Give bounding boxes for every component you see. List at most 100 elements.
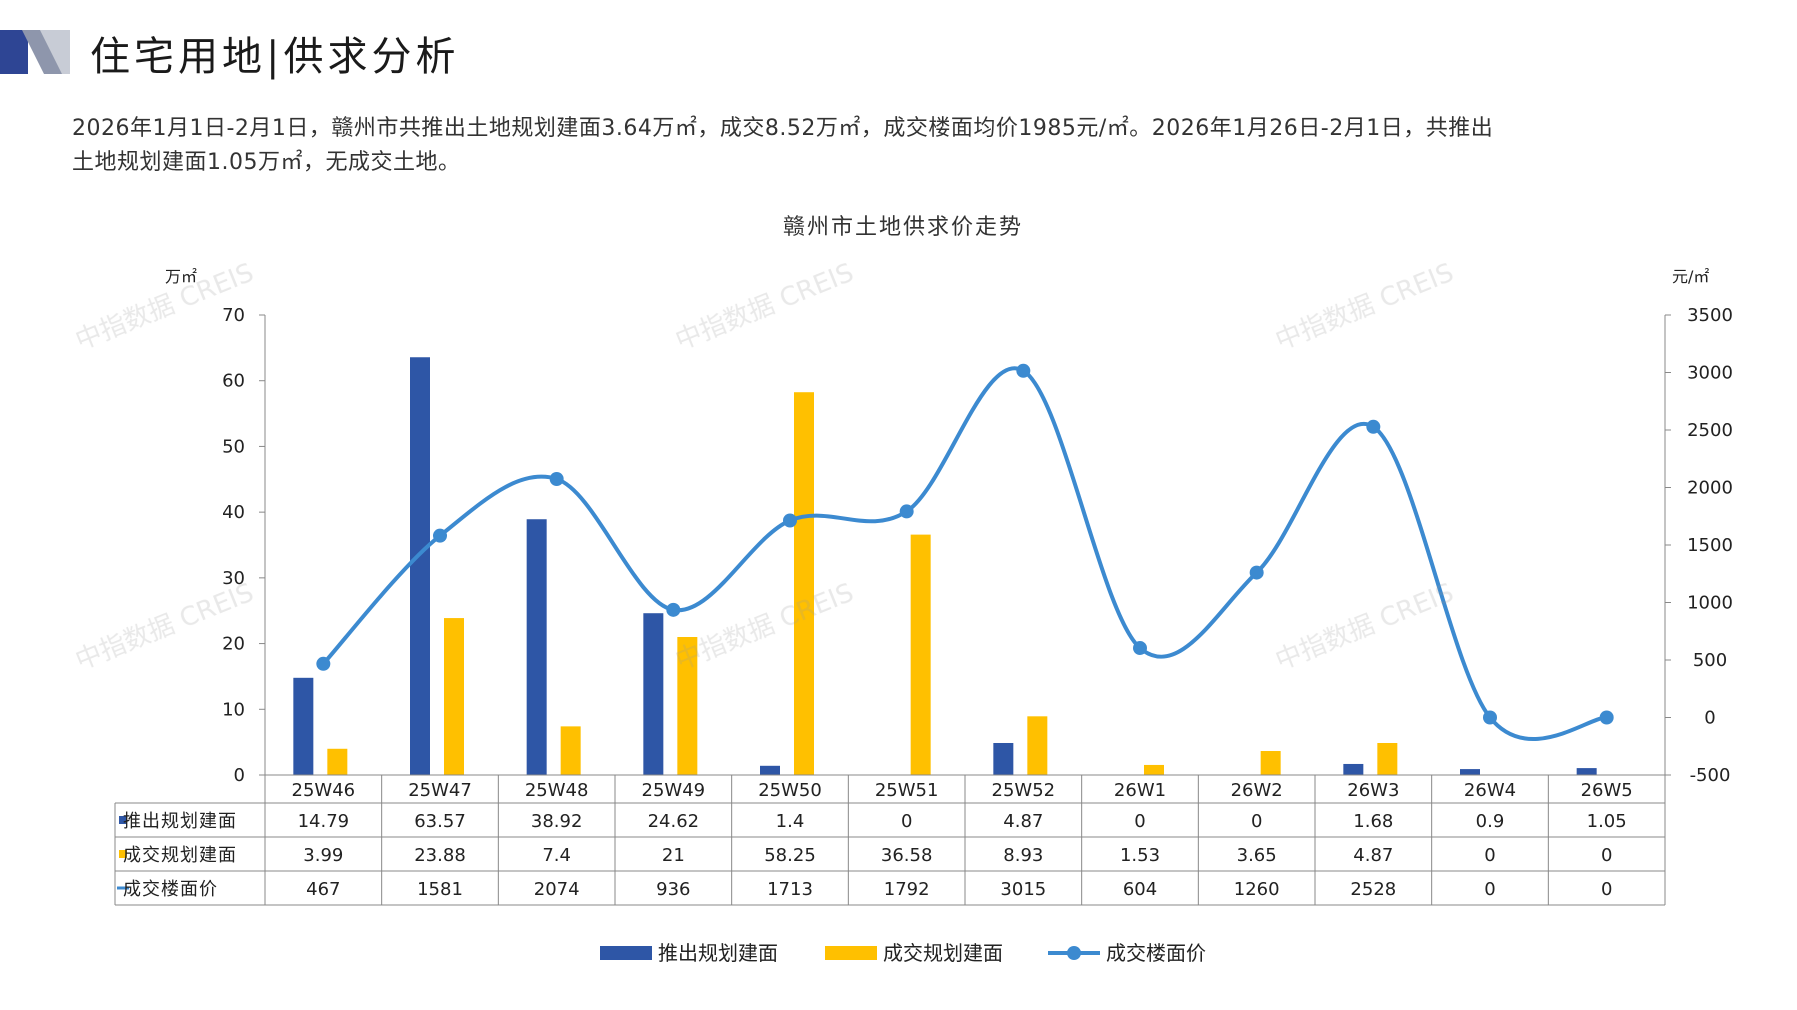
right-tick-label: 500 <box>1693 650 1727 671</box>
left-tick-label: 10 <box>222 699 245 720</box>
watermark: 中指数据 CREIS <box>671 258 858 357</box>
bar-launched <box>993 742 1014 775</box>
bar-launched <box>1460 769 1480 775</box>
left-tick-label: 50 <box>222 436 245 457</box>
bar-traded <box>327 748 348 775</box>
category-label: 25W46 <box>292 780 356 801</box>
category-label: 25W49 <box>642 780 706 801</box>
bar-launched <box>526 519 547 775</box>
category-label: 25W50 <box>758 780 822 801</box>
left-tick-label: 40 <box>222 502 245 523</box>
legend-label: 成交规划建面 <box>883 941 1003 965</box>
category-label: 26W3 <box>1347 780 1399 801</box>
bar-traded <box>560 726 581 775</box>
category-label: 26W2 <box>1231 780 1283 801</box>
table-cell: 38.92 <box>531 811 583 832</box>
bar-launched <box>643 613 664 775</box>
bar-traded <box>910 534 931 775</box>
table-cell: 4.87 <box>1003 811 1043 832</box>
table-cell: 1581 <box>417 879 463 900</box>
price-point <box>1483 710 1497 725</box>
table-cell: 4.87 <box>1353 845 1393 866</box>
bar-launched <box>1343 763 1364 775</box>
table-cell: 21 <box>662 845 685 866</box>
price-point <box>1016 363 1031 378</box>
legend-label: 推出规划建面 <box>658 941 778 965</box>
table-cell: 604 <box>1123 879 1157 900</box>
category-label: 25W52 <box>992 780 1056 801</box>
price-point <box>433 528 447 543</box>
left-tick-label: 30 <box>222 568 245 589</box>
table-cell: 1.05 <box>1587 811 1627 832</box>
bar-traded <box>444 618 464 775</box>
data-table: 25W46 25W47 25W48 25W49 25W50 25W51 25W52 26W1 2… <box>114 774 1666 906</box>
bar-traded <box>1377 742 1398 775</box>
table-cell: 58.25 <box>764 845 816 866</box>
table-cell: 1713 <box>767 879 813 900</box>
bar-traded <box>1144 764 1164 775</box>
brand-logo-icon <box>0 30 70 74</box>
price-point <box>1133 641 1147 656</box>
left-tick-label: 0 <box>234 765 245 786</box>
price-point <box>666 602 681 617</box>
price-line <box>321 366 1607 741</box>
table-cell: 0 <box>1601 879 1612 900</box>
watermarks: 中指数据 CREIS 中指数据 CREIS 中指数据 CREIS 中指数据 CREIS… <box>71 258 1458 677</box>
bar-traded <box>677 637 698 775</box>
legend-swatch-marker <box>1067 946 1081 960</box>
right-tick-label: 3000 <box>1687 363 1733 384</box>
page-header: 住宅用地|供求分析 <box>0 22 700 82</box>
chart-title: 赣州市土地供求价走势 <box>783 215 1023 240</box>
price-point <box>1249 565 1264 580</box>
table-cell: 2074 <box>534 879 580 900</box>
chart-legend: 推出规划建面 成交规划建面 成交楼面价 <box>600 941 1206 965</box>
row-key-swatch <box>119 850 127 858</box>
table-cell: 0 <box>901 811 912 832</box>
table-cell: 2528 <box>1350 879 1396 900</box>
right-axis-unit: 元/㎡ <box>1672 267 1709 286</box>
right-tick-label: 2500 <box>1687 420 1733 441</box>
table-cell: 3.99 <box>303 845 343 866</box>
price-point <box>899 504 914 519</box>
left-tick-label: 20 <box>222 634 245 655</box>
page-title: 住宅用地|供求分析 <box>90 34 460 80</box>
table-cell: 1260 <box>1234 879 1280 900</box>
table-cell: 467 <box>306 879 340 900</box>
watermark: 中指数据 CREIS <box>71 578 258 677</box>
row-key-swatch <box>119 816 127 824</box>
bar-launched <box>293 677 314 775</box>
table-cell: 23.88 <box>414 845 466 866</box>
category-label: 26W5 <box>1581 780 1633 801</box>
table-cell: 936 <box>656 879 690 900</box>
row-header: 成交规划建面 <box>123 845 237 866</box>
table-cell: 36.58 <box>881 845 933 866</box>
right-tick-label: 1000 <box>1687 593 1733 614</box>
legend-label: 成交楼面价 <box>1106 941 1206 965</box>
category-label: 25W47 <box>408 780 472 801</box>
table-cell: 24.62 <box>648 811 700 832</box>
table-cell: 14.79 <box>298 811 350 832</box>
table-cell: 3015 <box>1000 879 1046 900</box>
price-point <box>316 656 331 671</box>
price-point <box>1366 419 1381 434</box>
left-tick-label: 60 <box>222 371 245 392</box>
category-label: 25W51 <box>875 780 939 801</box>
table-cell: 3.65 <box>1237 845 1277 866</box>
price-point <box>549 471 564 486</box>
table-cell: 0 <box>1484 845 1495 866</box>
row-header: 推出规划建面 <box>123 811 237 832</box>
bar-traded <box>1027 716 1048 775</box>
table-cell: 1.4 <box>776 811 805 832</box>
left-axis-unit: 万㎡ <box>165 267 197 286</box>
category-label: 26W1 <box>1114 780 1166 801</box>
price-point <box>783 513 797 528</box>
table-cell: 0 <box>1134 811 1145 832</box>
bar-launched <box>1576 768 1597 775</box>
summary-line-1: 2026年1月1日-2月1日，赣州市共推出土地规划建面3.64万㎡，成交8.52… <box>72 116 1494 141</box>
bar-traded <box>1260 751 1281 775</box>
table-cell: 1.68 <box>1353 811 1393 832</box>
legend-swatch <box>825 946 877 960</box>
price-point <box>1599 710 1614 725</box>
table-cell: 8.93 <box>1003 845 1043 866</box>
row-header: 成交楼面价 <box>123 879 218 900</box>
